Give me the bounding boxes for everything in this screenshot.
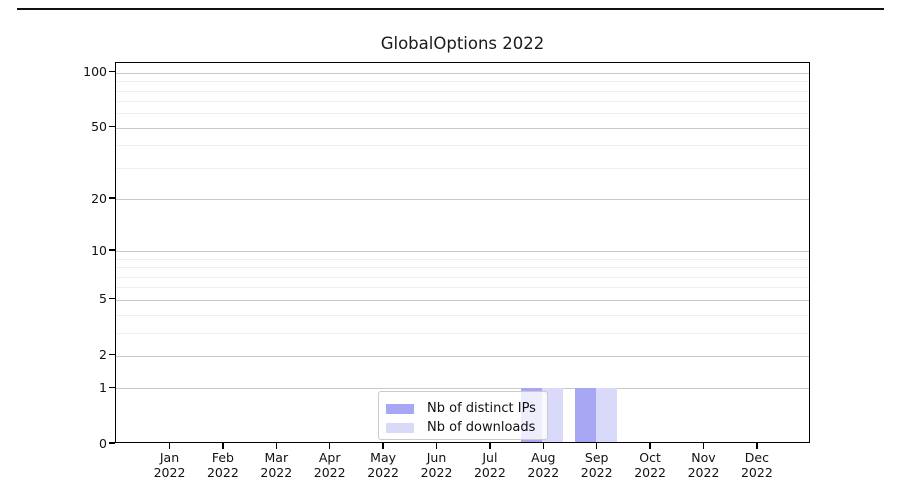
legend-swatch-distinct-ips — [386, 403, 414, 414]
major-gridline — [116, 199, 809, 201]
y-tick-label: 2 — [99, 347, 107, 363]
legend-label-downloads: Nb of downloads — [427, 420, 536, 435]
legend-swatch-downloads — [386, 422, 414, 433]
y-axis-tick — [109, 298, 115, 300]
plot-area: Nb of distinct IPs Nb of downloads — [115, 62, 810, 443]
minor-gridline — [116, 145, 809, 147]
major-gridline — [116, 251, 809, 253]
major-gridline — [116, 72, 809, 74]
major-gridline — [116, 355, 809, 357]
y-tick-label: 50 — [91, 119, 107, 135]
minor-gridline — [116, 276, 809, 278]
x-axis-tick — [489, 443, 491, 449]
major-gridline — [116, 127, 809, 129]
bar-distinct-ips — [574, 388, 596, 443]
x-tick-label: Jan 2022 — [153, 450, 186, 480]
y-tick-label: 1 — [99, 379, 107, 395]
x-axis-tick — [168, 443, 171, 449]
legend-item-downloads: Nb of downloads — [386, 418, 539, 437]
top-divider — [17, 8, 884, 10]
y-axis-tick — [109, 249, 115, 251]
x-tick-label: Apr 2022 — [313, 450, 346, 480]
minor-gridline — [116, 167, 809, 169]
y-axis-tick — [109, 386, 115, 388]
legend-item-distinct-ips: Nb of distinct IPs — [386, 399, 539, 418]
x-tick-label: Jun 2022 — [420, 450, 453, 480]
minor-gridline — [116, 332, 809, 334]
x-axis-tick — [222, 443, 224, 449]
x-tick-label: Oct 2022 — [634, 450, 666, 480]
minor-gridline — [116, 314, 809, 316]
legend-label-distinct-ips: Nb of distinct IPs — [427, 401, 536, 416]
major-gridline — [116, 299, 809, 301]
minor-gridline — [116, 101, 809, 103]
y-tick-label: 10 — [91, 242, 107, 258]
x-tick-label: Dec 2022 — [740, 450, 773, 480]
y-tick-label: 100 — [83, 64, 107, 80]
x-tick-label: Jul 2022 — [473, 450, 506, 480]
major-gridline — [116, 388, 809, 390]
y-axis-tick — [109, 442, 115, 444]
y-axis-tick — [109, 126, 115, 128]
minor-gridline — [116, 258, 809, 260]
bar-downloads — [595, 388, 617, 443]
x-tick-label: Mar 2022 — [260, 450, 293, 480]
x-axis-tick — [649, 443, 651, 449]
y-axis-tick — [109, 353, 115, 356]
x-tick-label: Feb 2022 — [206, 450, 239, 480]
x-axis-tick — [382, 443, 384, 449]
x-tick-label: Aug 2022 — [527, 450, 560, 480]
x-axis-tick — [329, 443, 331, 449]
x-tick-label: May 2022 — [367, 450, 399, 480]
y-tick-label: 5 — [99, 291, 107, 307]
y-tick-label: 20 — [91, 190, 107, 206]
chart-legend: Nb of distinct IPs Nb of downloads — [378, 391, 548, 440]
x-axis-tick — [275, 443, 277, 449]
y-axis-tick — [109, 197, 115, 199]
x-tick-label: Sep 2022 — [580, 450, 613, 480]
minor-gridline — [116, 113, 809, 115]
y-axis-tick — [109, 71, 115, 73]
x-axis-tick — [596, 443, 598, 449]
chart-title: GlobalOptions 2022 — [380, 34, 545, 53]
minor-gridline — [116, 287, 809, 289]
x-axis-tick — [542, 443, 544, 449]
minor-gridline — [116, 90, 809, 92]
minor-gridline — [116, 267, 809, 269]
y-tick-label: 0 — [99, 435, 107, 451]
x-axis-tick — [756, 443, 758, 449]
minor-gridline — [116, 81, 809, 83]
x-axis-tick — [702, 443, 705, 449]
x-axis-tick — [435, 443, 438, 449]
x-tick-label: Nov 2022 — [687, 450, 720, 480]
